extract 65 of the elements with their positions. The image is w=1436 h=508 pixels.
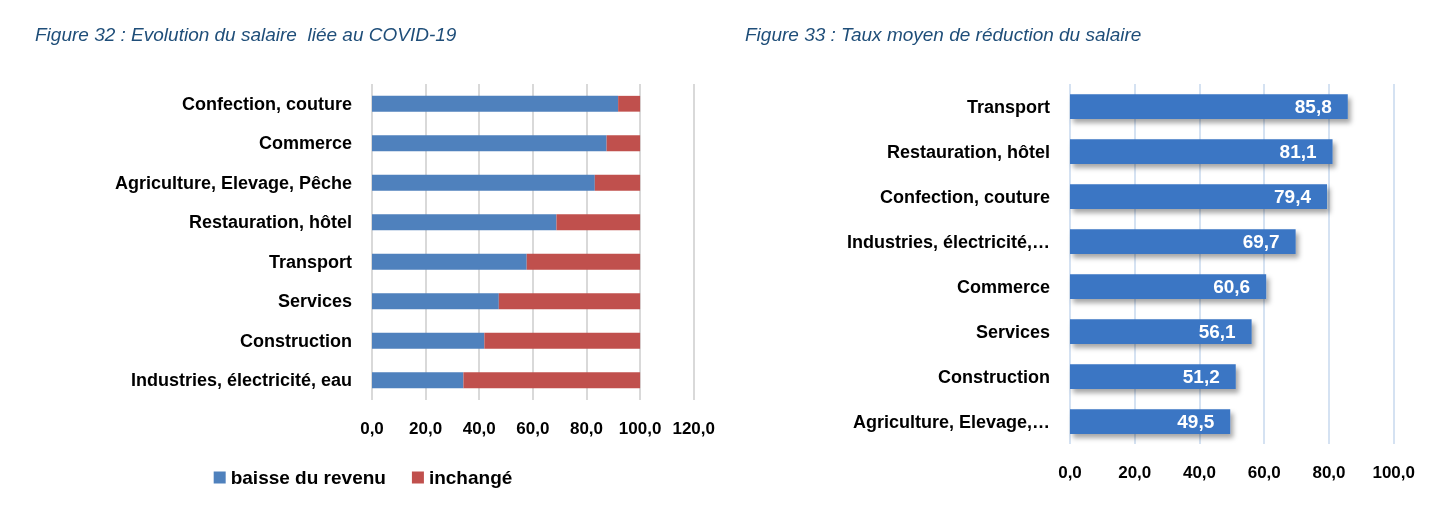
x-tick-label: 100,0 [618, 419, 662, 438]
x-tick-label: 40,0 [1182, 463, 1217, 482]
bar [526, 253, 641, 270]
y-tick-label: Construction [240, 330, 352, 351]
x-tick-label: 40,0 [462, 419, 496, 438]
x-tick-label: 0,0 [1058, 463, 1082, 482]
bar [498, 293, 641, 310]
bar [606, 135, 641, 152]
x-tick-label: 60,0 [516, 419, 550, 438]
bar [372, 95, 619, 112]
y-tick-label: Commerce [258, 133, 352, 154]
chart-title: Figure 33 : Taux moyen de réduction du salaire [745, 24, 1142, 45]
bar [618, 95, 641, 112]
y-tick-label: Industries, électricité, eau [130, 370, 352, 391]
bar [372, 135, 607, 152]
x-tick-label: 80,0 [1312, 463, 1346, 482]
bar [594, 174, 641, 191]
bar [1070, 364, 1236, 389]
bar [1070, 229, 1296, 254]
legend-label: baisse du revenu [230, 467, 386, 488]
data-label: 49,5 [1177, 411, 1215, 432]
bar [372, 253, 527, 270]
x-tick-label: 0,0 [360, 419, 384, 438]
data-label: 51,2 [1182, 366, 1220, 387]
y-tick-label: Restauration, hôtel [886, 141, 1050, 162]
y-tick-label: Industries, électricité,… [846, 231, 1050, 252]
y-tick-label: Transport [966, 96, 1050, 117]
bar [1070, 274, 1267, 299]
y-tick-label: Restauration, hôtel [188, 212, 352, 233]
data-label: 79,4 [1274, 186, 1312, 207]
y-tick-label: Construction [938, 366, 1050, 387]
data-label: 56,1 [1198, 321, 1237, 342]
x-tick-label: 60,0 [1247, 463, 1281, 482]
bar [1070, 319, 1252, 344]
x-tick-label: 120,0 [672, 419, 715, 438]
bar [1070, 184, 1328, 209]
y-tick-label: Agriculture, Elevage,… [852, 411, 1050, 432]
bar [372, 372, 464, 389]
y-tick-label: Commerce [956, 276, 1050, 297]
bar [1070, 409, 1231, 434]
bar [1070, 94, 1348, 119]
chart-title: Figure 32 : Evolution du salaire liée au COVID-19 [35, 24, 457, 45]
bar [372, 332, 485, 349]
data-label: 69,7 [1242, 231, 1280, 252]
x-tick-label: 20,0 [1118, 463, 1152, 482]
bar [484, 332, 641, 349]
bar [463, 372, 641, 389]
bar [1070, 139, 1333, 164]
bar [372, 174, 595, 191]
y-tick-label: Confection, couture [182, 93, 352, 114]
y-tick-label: Confection, couture [880, 186, 1050, 207]
data-label: 60,6 [1213, 276, 1251, 297]
y-tick-label: Services [277, 291, 352, 312]
data-label: 81,1 [1279, 141, 1317, 162]
bar [556, 214, 641, 231]
x-tick-label: 20,0 [409, 419, 443, 438]
y-tick-label: Transport [268, 251, 352, 272]
bar [372, 214, 557, 231]
x-tick-label: 80,0 [569, 419, 604, 438]
legend-label: inchangé [428, 467, 513, 488]
data-label: 85,8 [1294, 96, 1332, 117]
bar [372, 293, 499, 310]
x-tick-label: 100,0 [1372, 463, 1415, 482]
y-tick-label: Services [975, 321, 1050, 342]
y-tick-label: Agriculture, Elevage, Pêche [114, 172, 352, 193]
